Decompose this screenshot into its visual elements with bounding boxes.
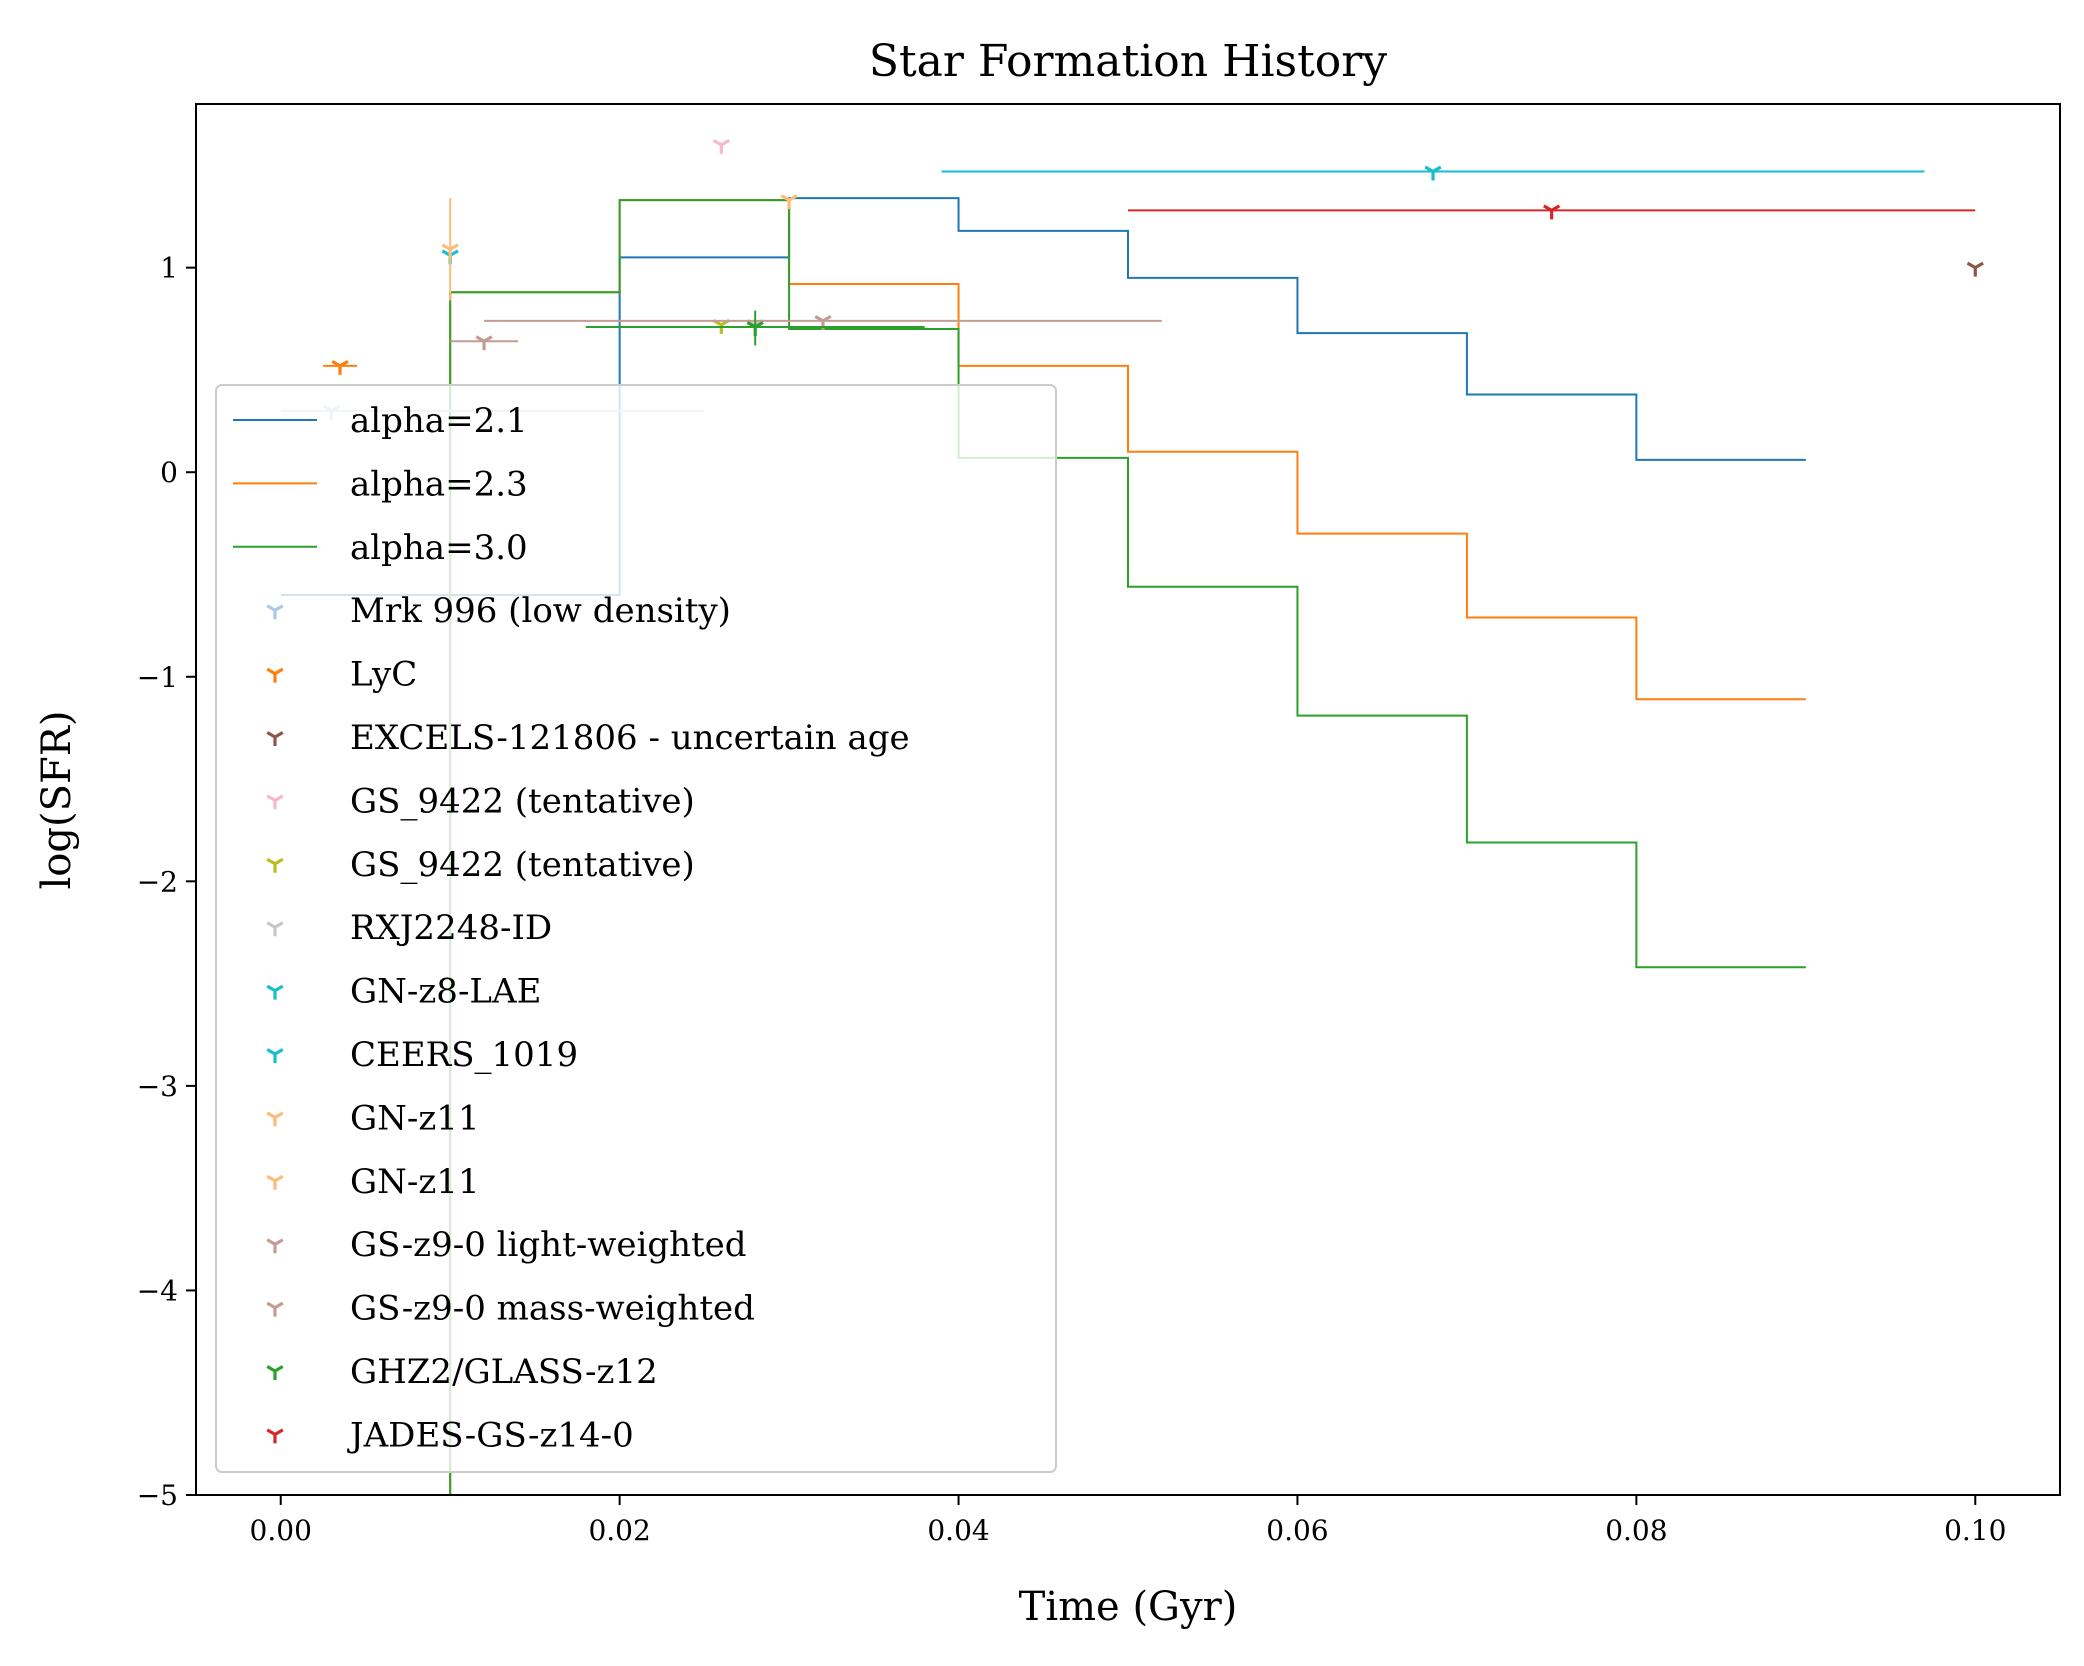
legend-label-9: RXJ2248-ID — [350, 908, 552, 948]
legend-label-15: GS-z9-0 mass-weighted — [350, 1289, 755, 1329]
y-axis-ticks: 1 0 −1 −2 −3 −4 −5 — [137, 252, 196, 1512]
data-point-12 — [814, 314, 832, 330]
legend: alpha=2.1 alpha=2.3 alpha=3.0 Mrk 996 (low … — [215, 384, 1057, 1473]
legend-marker-16 — [266, 1365, 284, 1380]
legend-label-8: GS_9422 (tentative) — [350, 845, 695, 885]
legend-label-17: JADES-GS-z14-0 — [347, 1415, 634, 1455]
legend-marker-10 — [266, 984, 284, 1000]
y-tick-label: −1 — [137, 661, 178, 694]
x-tick-label: 0.10 — [1944, 1514, 2006, 1547]
legend-marker-15 — [266, 1301, 284, 1317]
legend-label-16: GHZ2/GLASS-z12 — [350, 1352, 658, 1392]
data-point-9 — [441, 243, 459, 259]
legend-marker-7 — [266, 794, 284, 810]
legend-marker-13 — [266, 1174, 284, 1190]
legend-label-6: EXCELS-121806 - uncertain age — [350, 718, 910, 758]
data-point-13 — [746, 321, 764, 336]
legend-label-7: GS_9422 (tentative) — [350, 781, 695, 821]
data-point-7 — [1424, 165, 1442, 181]
y-tick-label: −4 — [137, 1274, 178, 1307]
x-tick-label: 0.08 — [1605, 1514, 1667, 1547]
x-tick-label: 0.06 — [1266, 1514, 1328, 1547]
legend-marker-17 — [266, 1428, 284, 1444]
y-tick-label: −5 — [137, 1479, 178, 1512]
data-point-11 — [475, 335, 493, 351]
legend-marker-11 — [266, 1048, 284, 1063]
legend-label-2: alpha=2.3 — [350, 464, 528, 504]
x-axis-label: Time (Gyr) — [1019, 1584, 1238, 1630]
legend-label-4: Mrk 996 (low density) — [350, 591, 731, 631]
legend-marker-6 — [266, 731, 284, 746]
legend-label-13: GN-z11 — [350, 1162, 480, 1202]
data-point-4 — [712, 139, 730, 154]
x-axis-ticks: 0.00 0.02 0.04 0.06 0.08 0.10 — [250, 1495, 2006, 1547]
y-axis-label: log(SFR) — [34, 711, 80, 890]
legend-marker-14 — [266, 1238, 284, 1254]
points-layer — [280, 139, 1984, 420]
legend-label-3: alpha=3.0 — [350, 528, 528, 568]
series-line-1 — [280, 197, 1806, 596]
legend-label-11: CEERS_1019 — [350, 1035, 578, 1075]
data-point-14 — [1543, 204, 1561, 220]
plot-frame — [195, 103, 2061, 1496]
legend-label-14: GS-z9-0 light-weighted — [350, 1225, 747, 1265]
data-point-10 — [780, 194, 798, 210]
legend-label-1: alpha=2.1 — [350, 401, 528, 441]
legend-label-5: LyC — [350, 655, 417, 695]
data-point-3 — [1966, 261, 1984, 277]
legend-marker-4 — [266, 604, 284, 620]
legend-marker-9 — [266, 921, 284, 937]
legend-label-10: GN-z8-LAE — [350, 972, 541, 1012]
legend-marker-5 — [266, 667, 284, 683]
chart-title: Star Formation History — [869, 36, 1387, 87]
y-tick-label: −2 — [137, 865, 178, 898]
data-point-2 — [331, 359, 349, 375]
x-tick-label: 0.02 — [588, 1514, 650, 1547]
legend-label-12: GN-z11 — [350, 1098, 480, 1138]
x-tick-label: 0.04 — [927, 1514, 989, 1547]
legend-marker-8 — [266, 857, 284, 873]
y-tick-label: 1 — [160, 252, 178, 285]
legend-box — [215, 384, 1057, 1473]
y-tick-label: 0 — [160, 456, 178, 489]
x-tick-label: 0.00 — [250, 1514, 312, 1547]
legend-marker-12 — [266, 1111, 284, 1127]
y-tick-label: −3 — [137, 1070, 178, 1103]
